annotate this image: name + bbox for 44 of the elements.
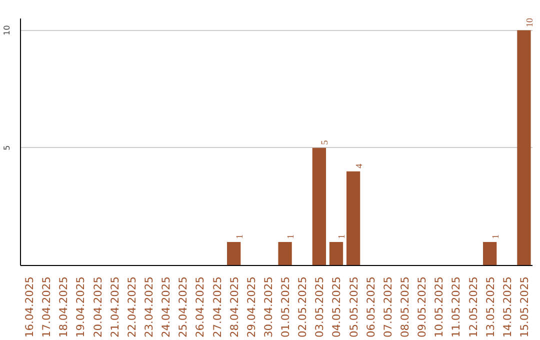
x-tick-label: 02.05.2025 [296, 276, 310, 338]
data-label: 10 [525, 18, 536, 28]
x-tick-label: 18.04.2025 [57, 276, 70, 338]
x-tick-label: 30.04.2025 [262, 276, 275, 338]
bar [227, 242, 241, 266]
data-label: 5 [320, 140, 331, 145]
x-tick-label: 24.04.2025 [160, 276, 173, 338]
x-tick-label: 16.04.2025 [23, 276, 36, 338]
x-tick-label: 29.04.2025 [244, 276, 258, 338]
data-label: 1 [235, 234, 246, 239]
x-tick-label: 22.04.2025 [125, 276, 138, 338]
x-tick-label: 27.04.2025 [210, 276, 224, 338]
bar [517, 30, 531, 266]
x-tick-label: 17.04.2025 [40, 276, 54, 338]
x-tick-label: 21.04.2025 [108, 276, 122, 338]
x-tick-label: 19.04.2025 [74, 276, 88, 338]
x-tick-label: 01.05.2025 [279, 276, 292, 338]
x-tick-label: 28.04.2025 [228, 276, 241, 338]
x-tick-label: 05.05.2025 [347, 276, 360, 338]
x-tick-label: 12.05.2025 [466, 276, 480, 338]
x-tick-label: 14.05.2025 [500, 276, 514, 338]
x-tick-label: 13.05.2025 [484, 276, 497, 338]
x-tick-label: 25.04.2025 [176, 276, 190, 338]
x-tick-label: 06.05.2025 [364, 276, 378, 338]
x-tick-label: 09.05.2025 [416, 276, 429, 338]
x-tick-label: 23.04.2025 [142, 276, 156, 338]
x-tick-label: 03.05.2025 [313, 276, 326, 338]
x-tick-label: 07.05.2025 [381, 276, 394, 338]
x-tick-label: 04.05.2025 [330, 276, 344, 338]
bar [278, 242, 292, 266]
data-label: 1 [338, 234, 348, 239]
bar [346, 171, 360, 266]
x-tick-label: 10.05.2025 [432, 276, 446, 338]
x-tick-label: 20.04.2025 [91, 276, 104, 338]
data-label: 1 [491, 234, 502, 239]
x-tick-label: 26.04.2025 [194, 276, 207, 338]
x-tick-label: 11.05.2025 [450, 276, 463, 338]
bar [312, 148, 326, 266]
data-label: 1 [286, 234, 297, 239]
x-tick-label: 15.05.2025 [518, 276, 531, 338]
x-tick-label: 08.05.2025 [398, 276, 412, 338]
bar [483, 242, 497, 266]
bar [329, 242, 344, 266]
data-label: 4 [354, 163, 365, 168]
